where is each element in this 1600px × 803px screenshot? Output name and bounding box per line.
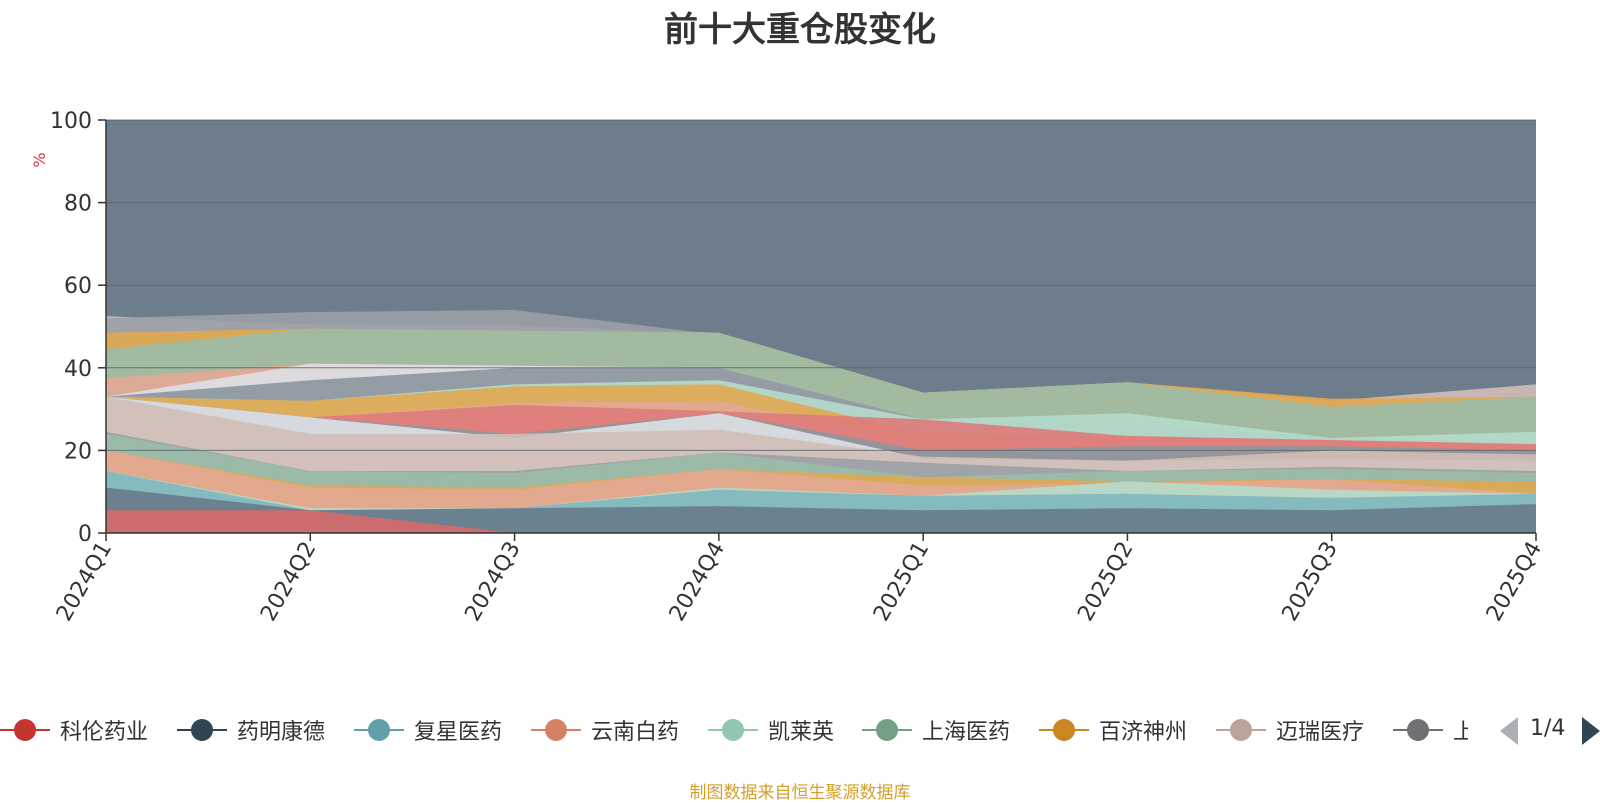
- legend-label: 云南白药: [591, 720, 680, 745]
- legend-label: 药明康德: [237, 720, 326, 745]
- x-tick-label: 2024Q1: [52, 538, 117, 626]
- x-tick-label: 2024Q3: [460, 538, 525, 626]
- chevron-left-icon[interactable]: [1500, 717, 1518, 745]
- legend: 科伦药业 药明康德 复星医药 云南白药 凯莱英 上海医药 百济神州 迈瑞医疗: [0, 712, 1600, 748]
- legend-label: 复星医药: [414, 720, 503, 745]
- legend-item[interactable]: 药明康德: [177, 712, 325, 748]
- area-series: [106, 510, 1536, 533]
- y-tick-label: 60: [64, 274, 92, 299]
- legend-label: 上海医药: [922, 720, 1011, 745]
- x-tick-label: 2024Q4: [665, 538, 730, 626]
- y-tick-label: 100: [50, 109, 92, 134]
- x-tick-label: 2025Q4: [1482, 538, 1547, 626]
- x-tick-label: 2025Q2: [1073, 538, 1138, 626]
- legend-item[interactable]: 上海医药: [862, 712, 1010, 748]
- x-tick-label: 2024Q2: [256, 538, 321, 626]
- chart-title: 前十大重仓股变化: [664, 10, 936, 50]
- legend-item[interactable]: 云南白药: [531, 712, 679, 748]
- source-note: 制图数据来自恒生聚源数据库: [689, 783, 911, 803]
- x-tick-label: 2025Q3: [1278, 538, 1343, 626]
- legend-symbol-icon: [1039, 712, 1089, 748]
- legend-label: 迈瑞医疗: [1276, 720, 1365, 745]
- legend-label: 上海: [1453, 720, 1468, 745]
- legend-symbol-icon: [531, 712, 581, 748]
- legend-item[interactable]: 百济神州: [1039, 712, 1187, 748]
- y-tick-label: 80: [64, 192, 92, 217]
- area-series: [106, 487, 1536, 533]
- legend-symbol-icon: [1216, 712, 1266, 748]
- legend-symbol-icon: [862, 712, 912, 748]
- legend-item[interactable]: 复星医药: [354, 712, 502, 748]
- y-tick-label: 0: [78, 522, 92, 547]
- legend-page-indicator: 1/4: [1530, 716, 1566, 741]
- y-axis-label: %: [30, 152, 49, 167]
- area-series-layer: [106, 120, 1536, 533]
- legend-symbol-icon: [0, 712, 50, 748]
- legend-symbol-icon: [354, 712, 404, 748]
- legend-symbol-icon: [1393, 712, 1443, 748]
- legend-label: 科伦药业: [60, 720, 149, 745]
- legend-label: 凯莱英: [768, 720, 835, 745]
- legend-symbol-icon: [177, 712, 227, 748]
- legend-item[interactable]: 上海: [1393, 712, 1468, 748]
- legend-item[interactable]: 迈瑞医疗: [1216, 712, 1364, 748]
- legend-symbol-icon: [708, 712, 758, 748]
- legend-item[interactable]: 科伦药业: [0, 712, 148, 748]
- legend-pager: 1/4: [1500, 712, 1600, 748]
- grid-lines: [106, 119, 1536, 451]
- legend-item[interactable]: 凯莱英: [708, 712, 834, 748]
- legend-label: 百济神州: [1099, 720, 1188, 745]
- x-tick-label: 2025Q1: [869, 538, 934, 626]
- y-tick-label: 40: [64, 357, 92, 382]
- y-tick-label: 20: [64, 439, 92, 464]
- chevron-right-icon[interactable]: [1582, 717, 1600, 745]
- legend-items: 科伦药业 药明康德 复星医药 云南白药 凯莱英 上海医药 百济神州 迈瑞医疗: [0, 712, 1468, 748]
